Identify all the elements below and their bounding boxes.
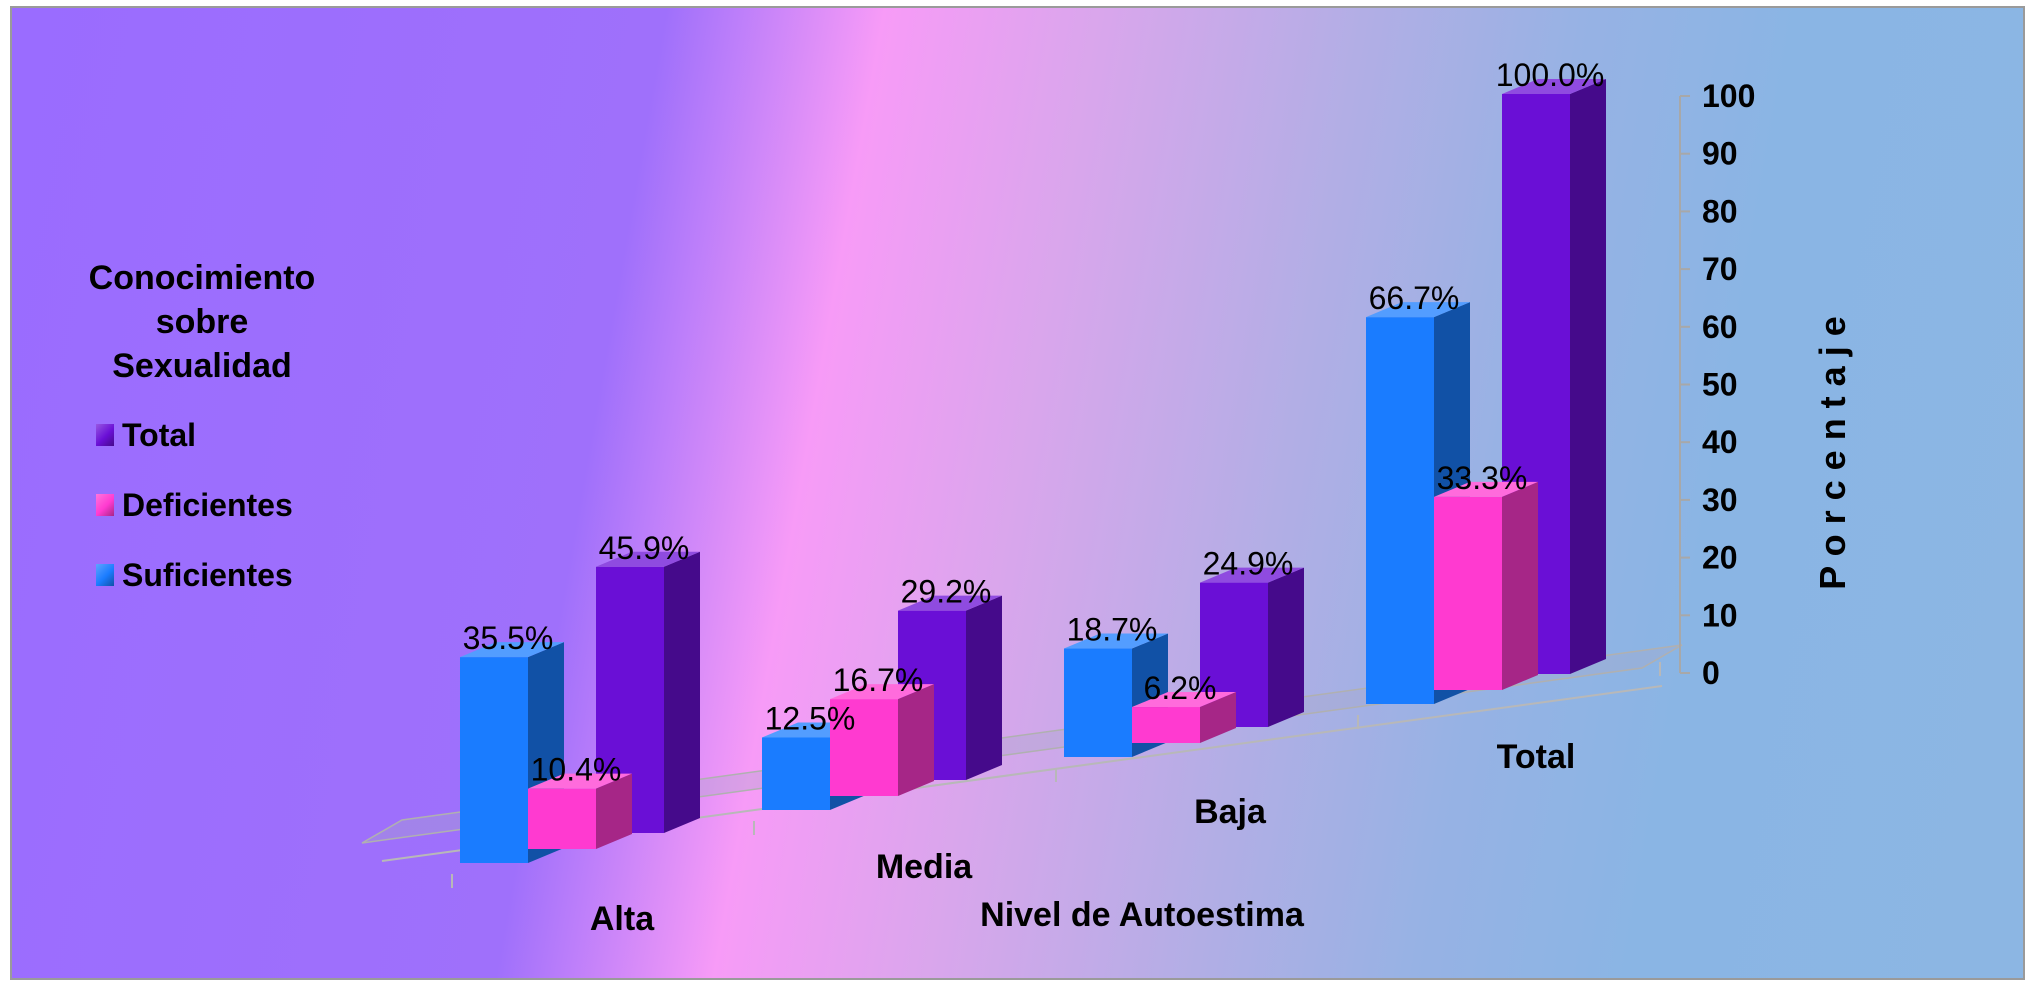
bar-deficientes-alta	[528, 773, 632, 849]
legend-items: Total Deficientes Suficientes	[72, 400, 332, 610]
bar-chart-3d: 35.5% 10.4% 45.9% 12.5%16.7% 29.2% 18.7% 6.2% 2…	[361, 57, 1853, 938]
legend-label: Suficientes	[122, 556, 293, 593]
legend-swatch	[96, 424, 114, 446]
bar-side	[1502, 481, 1538, 690]
bar-top	[1132, 692, 1236, 708]
value-label: 12.5%	[765, 701, 856, 737]
bar-front	[1064, 648, 1132, 757]
legend: Conocimiento sobre Sexualidad Total Defic…	[72, 256, 332, 610]
bar-top	[898, 595, 1002, 611]
value-label: 45.9%	[599, 530, 690, 566]
value-label: 100.0%	[1496, 57, 1605, 93]
value-label: 16.7%	[833, 662, 924, 698]
bar-top	[1200, 567, 1304, 583]
bar-side	[966, 595, 1002, 780]
legend-title: Conocimiento sobre Sexualidad	[88, 259, 316, 385]
bar-top	[830, 684, 934, 700]
bar-front	[830, 699, 898, 796]
value-label: 18.7%	[1067, 612, 1158, 648]
x-tick-label: Total	[1497, 738, 1576, 776]
bar-deficientes-media	[830, 684, 934, 796]
y-tick-label: 90	[1702, 136, 1738, 172]
bar-group	[460, 79, 1606, 863]
bar-front	[1434, 496, 1502, 690]
y-tick-label: 40	[1702, 424, 1738, 460]
legend-item-total: Total	[72, 400, 332, 470]
y-tick-label: 0	[1702, 655, 1720, 691]
legend-label: Deficientes	[122, 486, 293, 523]
value-label: 6.2%	[1144, 670, 1217, 706]
bar-top	[460, 642, 564, 658]
legend-item-suficientes: Suficientes	[72, 540, 332, 610]
bar-front	[460, 657, 528, 863]
value-label: 24.9%	[1203, 546, 1294, 582]
y-tick-label: 10	[1702, 597, 1738, 633]
bar-top	[528, 773, 632, 789]
value-label: 33.3%	[1437, 460, 1528, 496]
y-tick-label: 100	[1702, 78, 1755, 114]
y-tick-label: 80	[1702, 193, 1738, 229]
legend-item-deficientes: Deficientes	[72, 470, 332, 540]
y-axis-title: P o r c e n t a j e	[1812, 316, 1853, 589]
x-tick-label: Baja	[1194, 793, 1267, 831]
y-axis: 0 10 20 30 40 50 60 70 80 90 100	[1679, 78, 1755, 691]
bar-side	[596, 773, 632, 849]
value-label-group: 35.5% 10.4% 45.9% 12.5%16.7% 29.2% 18.7% 6.2% 2…	[463, 57, 1605, 788]
value-label: 66.7%	[1369, 280, 1460, 316]
y-tick-label: 70	[1702, 251, 1738, 287]
bar-top	[1064, 633, 1168, 649]
y-tick-label: 60	[1702, 309, 1738, 345]
legend-label: Total	[122, 416, 197, 453]
bar-side	[1570, 79, 1606, 674]
bar-side	[898, 684, 934, 796]
x-tick-label: Media	[876, 848, 973, 886]
bar-top	[1366, 302, 1470, 318]
x-axis-labels: Alta Media Baja Total	[590, 738, 1575, 938]
legend-swatch	[96, 564, 114, 586]
bar-top	[1502, 79, 1606, 94]
value-label: 10.4%	[531, 752, 622, 788]
bar-top	[596, 551, 700, 567]
bar-front	[1366, 317, 1434, 704]
legend-swatch	[96, 494, 114, 516]
bar-side	[664, 551, 700, 833]
x-tick-label: Alta	[590, 900, 655, 938]
bar-front	[1132, 707, 1200, 743]
bar-deficientes-baja	[1132, 692, 1236, 743]
bar-top	[1434, 481, 1538, 497]
bar-deficientes-total	[1434, 481, 1538, 690]
bar-side	[1268, 567, 1304, 727]
y-tick-label: 50	[1702, 367, 1738, 403]
x-axis-title: Nivel de Autoestima	[980, 896, 1305, 934]
bar-side	[1200, 692, 1236, 743]
value-label: 35.5%	[463, 620, 554, 656]
y-tick-label: 20	[1702, 540, 1738, 576]
bar-front	[528, 788, 596, 849]
chart-frame: 35.5% 10.4% 45.9% 12.5% 16.7% 29.2% 18.7% 6.2% 2…	[10, 6, 2025, 980]
bar-front	[762, 737, 830, 810]
y-tick-label: 30	[1702, 482, 1738, 518]
value-label: 29.2%	[901, 574, 992, 610]
